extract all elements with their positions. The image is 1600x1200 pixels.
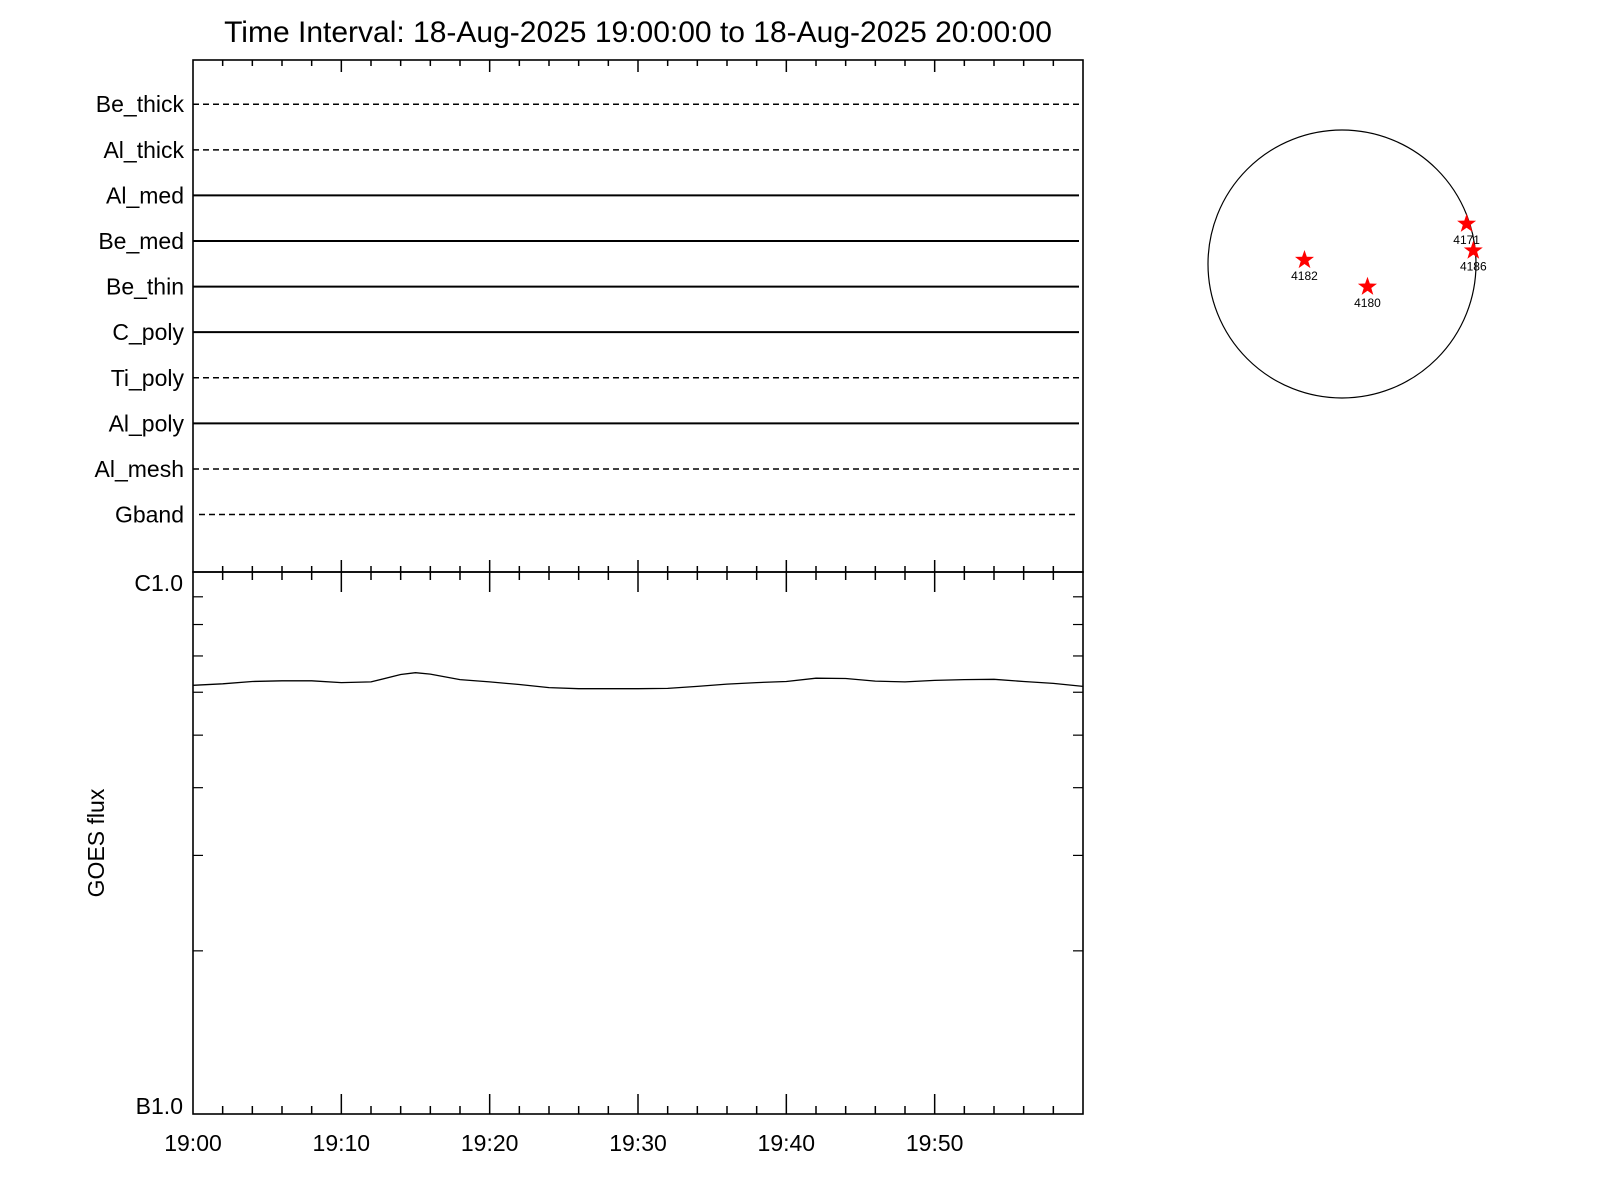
filter-label: Al_thick: [103, 137, 184, 163]
plot-title: Time Interval: 18-Aug-2025 19:00:00 to 1…: [224, 16, 1052, 49]
active-region-markers: 4182 4180 4171 4186: [1291, 213, 1487, 310]
filter-label: Gband: [115, 502, 184, 528]
active-region-label: 4186: [1460, 260, 1487, 274]
y-tick-label-top: C1.0: [134, 570, 183, 596]
active-region-star: [1295, 250, 1314, 269]
filter-label: Al_mesh: [95, 456, 184, 482]
active-region-star: [1457, 213, 1477, 232]
filter-label: Al_med: [106, 182, 184, 208]
goes-flux-panel: C1.0 B1.0 GOES flux 19:00 19:10 19:20 19:30…: [83, 570, 1084, 1156]
active-region-label: 4182: [1291, 269, 1318, 283]
x-tick-label: 19:20: [461, 1130, 519, 1156]
x-tick-label: 19:30: [609, 1130, 667, 1156]
y-tick-label-bottom: B1.0: [136, 1093, 183, 1119]
attenuator-panel: Be_thick Al_thick Al_med Be_med Be_thin C_pol…: [95, 59, 1084, 573]
goes-flux-line: [192, 672, 1084, 690]
filter-label: Al_poly: [109, 410, 185, 436]
goes-flux-series: [192, 672, 1084, 690]
filter-label: Be_thick: [96, 91, 185, 117]
filter-label: C_poly: [112, 319, 184, 345]
filter-label: Be_thin: [106, 274, 184, 300]
x-tick-label: 19:00: [164, 1130, 222, 1156]
attenuator-panel-ticks: [221, 60, 1055, 572]
y-axis-label: GOES flux: [83, 788, 109, 897]
x-tick-label: 19:10: [313, 1130, 371, 1156]
x-tick-label: 19:40: [758, 1130, 816, 1156]
solar-disk-outline: [1207, 129, 1477, 399]
filter-label: Be_med: [98, 228, 184, 254]
active-region-label: 4171: [1453, 233, 1480, 247]
active-region-label: 4180: [1354, 296, 1381, 310]
x-tick-labels: 19:00 19:10 19:20 19:30 19:40 19:50: [164, 1130, 963, 1156]
filter-rows: Be_thick Al_thick Al_med Be_med Be_thin C_pol…: [95, 91, 1079, 528]
active-region-star: [1463, 240, 1483, 259]
x-tick-label: 19:50: [906, 1130, 964, 1156]
filter-label: Ti_poly: [111, 365, 185, 391]
solar-disk-panel: 4182 4180 4171 4186: [1207, 129, 1487, 399]
active-region-star: [1357, 276, 1377, 295]
goes-flux-panel-ticks: [193, 572, 1083, 1114]
